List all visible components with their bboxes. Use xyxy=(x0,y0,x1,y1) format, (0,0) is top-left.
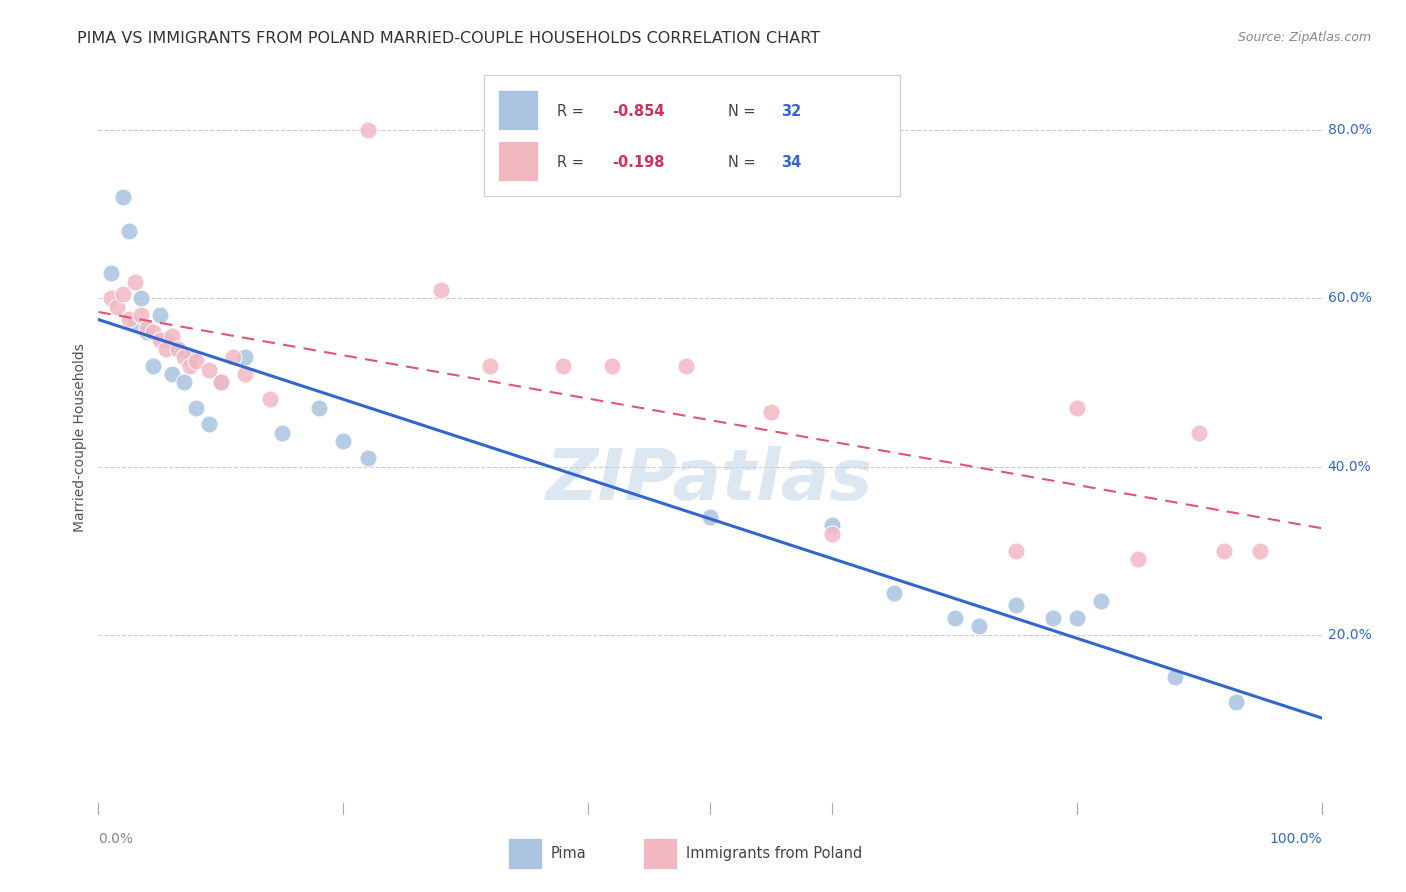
FancyBboxPatch shape xyxy=(498,141,537,181)
Point xyxy=(233,367,256,381)
Point xyxy=(155,342,177,356)
Point xyxy=(1004,599,1026,613)
Point xyxy=(1066,401,1088,415)
Y-axis label: Married-couple Households: Married-couple Households xyxy=(73,343,87,532)
Text: N =: N = xyxy=(728,104,761,120)
Text: 80.0%: 80.0% xyxy=(1327,123,1372,137)
Point xyxy=(129,308,152,322)
Text: Immigrants from Poland: Immigrants from Poland xyxy=(686,846,862,861)
Point xyxy=(118,312,141,326)
Point xyxy=(111,190,134,204)
Point xyxy=(1004,543,1026,558)
Point xyxy=(100,291,122,305)
Text: PIMA VS IMMIGRANTS FROM POLAND MARRIED-COUPLE HOUSEHOLDS CORRELATION CHART: PIMA VS IMMIGRANTS FROM POLAND MARRIED-C… xyxy=(77,31,821,46)
Point xyxy=(142,359,165,373)
Point xyxy=(222,350,245,364)
Text: -0.198: -0.198 xyxy=(612,155,665,170)
Point xyxy=(233,350,256,364)
Point xyxy=(149,308,172,322)
FancyBboxPatch shape xyxy=(508,838,543,869)
Point xyxy=(124,275,146,289)
Text: 60.0%: 60.0% xyxy=(1327,292,1372,305)
Point xyxy=(821,518,844,533)
Point xyxy=(699,510,721,524)
Point xyxy=(943,611,966,625)
Text: N =: N = xyxy=(728,155,761,170)
Point xyxy=(167,342,190,356)
Text: R =: R = xyxy=(557,104,589,120)
Point xyxy=(308,401,330,415)
Point xyxy=(332,434,354,449)
Point xyxy=(136,320,159,334)
Point xyxy=(967,619,990,633)
Point xyxy=(1250,543,1272,558)
Point xyxy=(478,359,501,373)
FancyBboxPatch shape xyxy=(484,75,900,195)
Point xyxy=(259,392,281,407)
Point xyxy=(883,585,905,599)
Text: Pima: Pima xyxy=(551,846,586,861)
Point xyxy=(1188,425,1211,440)
Point xyxy=(142,325,165,339)
FancyBboxPatch shape xyxy=(643,838,678,869)
Point xyxy=(100,266,122,280)
Point xyxy=(209,376,232,390)
Point xyxy=(430,283,453,297)
Text: 34: 34 xyxy=(780,155,801,170)
Point xyxy=(179,359,201,373)
Text: R =: R = xyxy=(557,155,589,170)
Point xyxy=(600,359,623,373)
Text: ZIPatlas: ZIPatlas xyxy=(547,447,873,516)
Point xyxy=(160,329,183,343)
Point xyxy=(209,376,232,390)
Point xyxy=(1225,695,1247,709)
Point xyxy=(197,363,219,377)
Point xyxy=(167,342,190,356)
Point xyxy=(124,317,146,331)
Point xyxy=(186,401,208,415)
Text: 100.0%: 100.0% xyxy=(1270,832,1322,846)
Point xyxy=(356,123,378,137)
Point xyxy=(1066,611,1088,625)
Point xyxy=(129,291,152,305)
Point xyxy=(179,350,201,364)
Text: 40.0%: 40.0% xyxy=(1327,459,1371,474)
Point xyxy=(270,425,294,440)
Point xyxy=(1164,670,1187,684)
Point xyxy=(1090,594,1112,608)
Point xyxy=(761,405,783,419)
Point xyxy=(1042,611,1064,625)
Point xyxy=(136,325,159,339)
Point xyxy=(553,359,575,373)
Point xyxy=(173,376,195,390)
Point xyxy=(821,526,844,541)
Point xyxy=(118,224,141,238)
Text: 0.0%: 0.0% xyxy=(98,832,134,846)
Point xyxy=(675,359,697,373)
Point xyxy=(111,287,134,301)
FancyBboxPatch shape xyxy=(498,89,537,130)
Point xyxy=(356,451,378,466)
Point xyxy=(197,417,219,432)
Point xyxy=(105,300,128,314)
Point xyxy=(160,367,183,381)
Text: Source: ZipAtlas.com: Source: ZipAtlas.com xyxy=(1237,31,1371,45)
Point xyxy=(186,354,208,368)
Point xyxy=(1212,543,1234,558)
Point xyxy=(173,350,195,364)
Point xyxy=(149,334,172,348)
Text: -0.854: -0.854 xyxy=(612,104,665,120)
Text: 32: 32 xyxy=(780,104,801,120)
Text: 20.0%: 20.0% xyxy=(1327,628,1371,641)
Point xyxy=(155,334,177,348)
Point xyxy=(1128,552,1150,566)
